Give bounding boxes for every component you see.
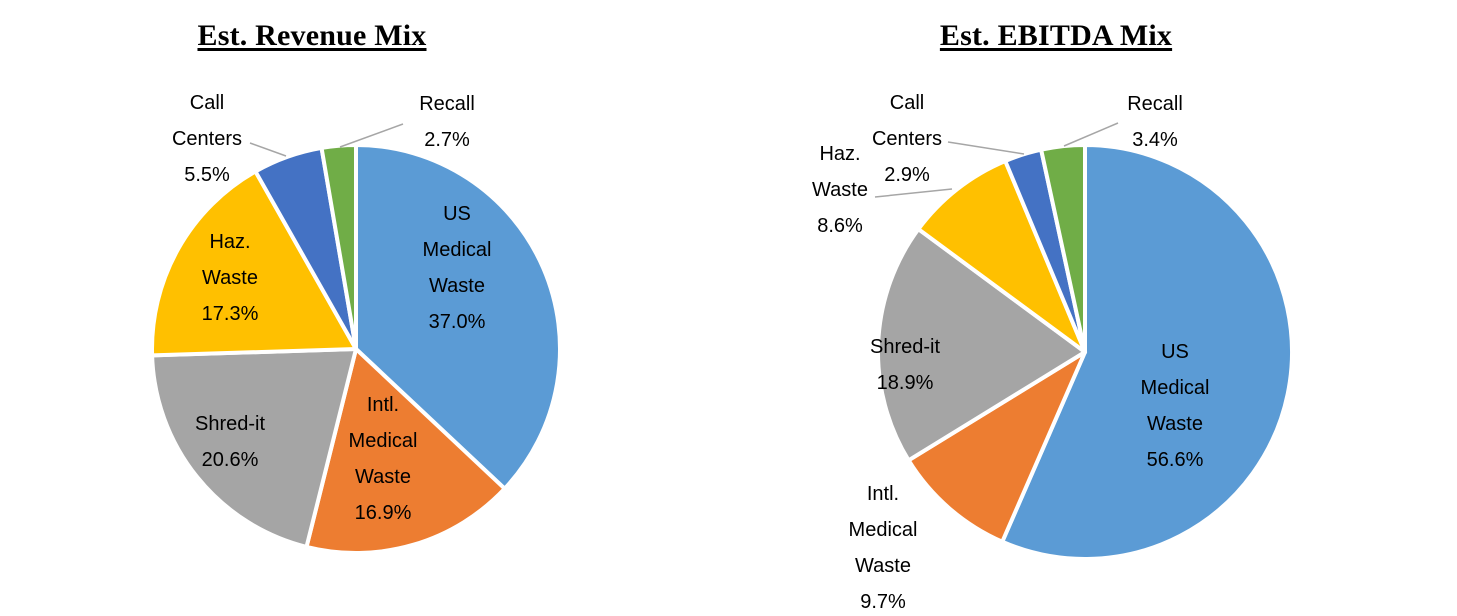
data-label-intl-medical-waste: Intl. Medical Waste 16.9%	[349, 394, 418, 524]
pie-slice-haz-waste	[916, 158, 1087, 354]
pie-slice-intl-medical-waste	[304, 347, 507, 555]
data-label-shred-it: Shred-it 18.9%	[870, 336, 940, 394]
data-label-us-medical-waste: US Medical Waste 56.6%	[1141, 341, 1210, 471]
revenue-mix-title-text: Est. Revenue Mix	[197, 19, 427, 52]
leader-line-call-centers	[249, 142, 287, 157]
data-label-us-medical-waste: US Medical Waste 37.0%	[423, 203, 492, 333]
data-label-recall: Recall 3.4%	[1127, 93, 1183, 151]
pie-slice-shred-it	[876, 227, 1087, 463]
data-label-haz-waste: Haz. Waste 17.3%	[202, 231, 259, 325]
data-label-recall: Recall 2.7%	[419, 93, 475, 151]
est-ebitda-mix-pie: US Medical Waste 56.6% Intl. Medical Waste 9.7%…	[812, 92, 1294, 613]
pie-slice-us-medical-waste	[354, 143, 563, 491]
pie-slice-recall	[1039, 143, 1087, 354]
revenue-mix-title: Est. Revenue Mix	[142, 19, 482, 53]
ebitda-mix-title: Est. EBITDA Mix	[886, 19, 1226, 53]
pie-slice-recall	[319, 143, 358, 351]
data-label-call-centers: Call Centers 5.5%	[172, 92, 242, 186]
data-label-haz-waste: Haz. Waste 8.6%	[812, 143, 868, 237]
pie-slice-shred-it	[150, 347, 358, 549]
data-label-intl-medical-waste: Intl. Medical Waste 9.7%	[849, 483, 918, 613]
leader-line-recall	[1063, 122, 1119, 147]
leader-line-call-centers	[947, 141, 1025, 155]
pie-slice-intl-medical-waste	[906, 350, 1087, 544]
data-label-shred-it: Shred-it 20.6%	[195, 413, 265, 471]
leader-line-haz-waste	[874, 188, 953, 198]
pie-slice-haz-waste	[150, 169, 358, 358]
ebitda-mix-title-text: Est. EBITDA Mix	[939, 19, 1173, 52]
pie-slice-us-medical-waste	[1000, 143, 1294, 561]
est-revenue-mix-pie: US Medical Waste 37.0%Intl. Medical Waste 16.9…	[150, 92, 563, 555]
leader-line-recall	[339, 123, 404, 148]
data-label-call-centers: Call Centers 2.9%	[872, 92, 942, 186]
